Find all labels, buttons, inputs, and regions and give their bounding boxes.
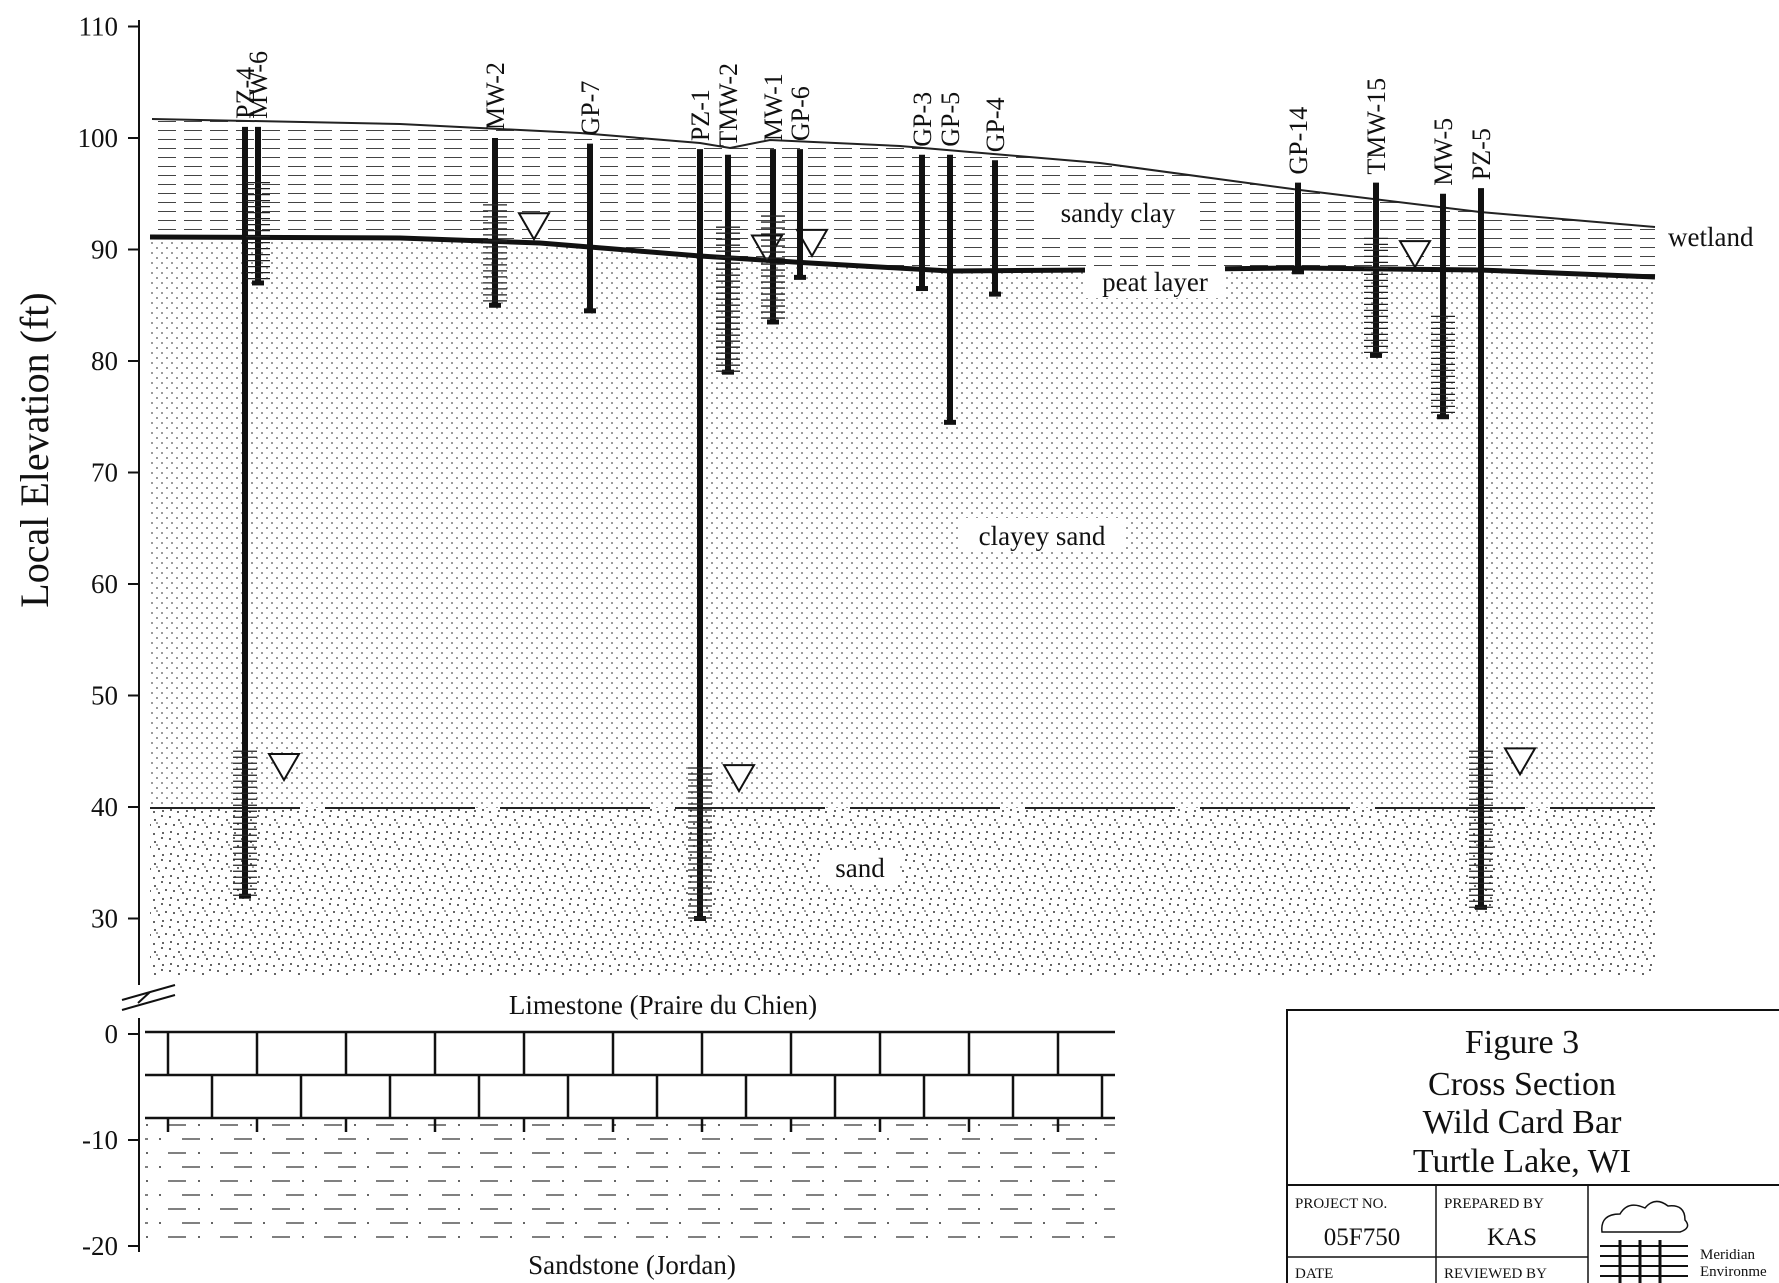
well-gp-4: GP-4: [981, 97, 1010, 297]
well-gp-7: GP-7: [576, 81, 605, 314]
sandy-clay-label: sandy clay: [1061, 198, 1176, 228]
title-block: Figure 3 Cross Section Wild Card Bar Tur…: [1286, 1009, 1779, 1283]
tick-label: 110: [79, 12, 119, 42]
project-no-label: PROJECT NO.: [1295, 1196, 1387, 1212]
lower-ticks: 0 -10 -20: [82, 1019, 139, 1261]
title-line-3: Wild Card Bar: [1423, 1104, 1622, 1141]
clayey-sand-unit: [150, 237, 1655, 808]
title-block-frame: [1286, 1009, 1779, 1283]
peat-label-bg: [1085, 266, 1225, 298]
well-label: PZ-5: [1467, 128, 1496, 180]
well-label: TMW-15: [1362, 78, 1391, 175]
company-name-line-1: Meridian: [1700, 1247, 1755, 1263]
water-level-icon: [267, 752, 301, 782]
sandy-clay-label-bg: [1040, 198, 1200, 230]
sand-unit: [150, 808, 1655, 975]
tick-label: 60: [91, 569, 118, 599]
clayey-sand-label: clayey sand: [979, 521, 1106, 551]
sandy-clay-unit: [150, 119, 1655, 277]
well-gp-6: GP-6: [786, 86, 815, 280]
well-mw-1: MW-1: [759, 73, 829, 325]
axis-break-icon: [121, 984, 176, 1011]
sandstone-label: Sandstone (Jordan): [528, 1250, 736, 1280]
well-label: MW-2: [481, 62, 510, 130]
well-label: GP-5: [936, 92, 965, 147]
date-label: DATE: [1295, 1266, 1333, 1282]
well-pz-4: PZ-4: [231, 67, 301, 899]
project-no-value: 05F750: [1324, 1224, 1400, 1251]
peat-layer-label: peat layer: [1102, 267, 1208, 297]
well-tmw-2: TMW-2: [714, 63, 784, 375]
upper-ticks: 110 100 90 80 70 60 50 40 30: [78, 12, 139, 934]
limestone-unit: [145, 1030, 1115, 1132]
well-label: PZ-4: [231, 67, 260, 119]
well-pz-5: PZ-5: [1467, 128, 1537, 910]
well-label: TMW-2: [714, 63, 743, 147]
ground-surface-line: [151, 118, 1656, 228]
well-gp-14: GP-14: [1284, 107, 1313, 275]
wetland-label: wetland: [1668, 222, 1754, 252]
sand-label-bg: [820, 850, 900, 884]
peat-layer-line: [149, 234, 1656, 280]
tick-label: 0: [105, 1019, 119, 1049]
well-label: MW-6: [244, 51, 273, 119]
y-axis-title: Local Elevation (ft): [12, 292, 57, 607]
tick-label: -10: [82, 1125, 118, 1155]
company-name-line-2: Environme: [1700, 1264, 1767, 1280]
well-gp-3: GP-3: [908, 92, 937, 292]
well-mw-5: MW-5: [1429, 118, 1458, 420]
well-label: GP-7: [576, 81, 605, 136]
bedrock: Limestone (Praire du Chien) Sandstone (J…: [145, 990, 1115, 1280]
tick-label: -20: [82, 1231, 118, 1261]
water-level-icon: [795, 228, 829, 258]
well-label: GP-14: [1284, 107, 1313, 175]
tick-label: 90: [91, 235, 118, 265]
tick-label: 30: [91, 904, 118, 934]
well-pz-1: PZ-1: [686, 89, 756, 921]
water-level-icon: [722, 764, 756, 794]
limestone-label: Limestone (Praire du Chien): [509, 990, 817, 1020]
prepared-by-label: PREPARED BY: [1444, 1196, 1544, 1212]
prepared-by-value: KAS: [1487, 1224, 1537, 1251]
well-gp-5: GP-5: [936, 92, 965, 425]
y-axis: Local Elevation (ft) 110 100 90 80 70 60 50 40 3…: [12, 12, 176, 1261]
well-label: GP-4: [981, 97, 1010, 152]
tick-label: 70: [91, 458, 118, 488]
strata: sandy clay peat layer clayey sand sand w…: [149, 118, 1754, 975]
sandstone-unit: [145, 1120, 1115, 1240]
water-level-icon: [1503, 747, 1537, 777]
title-line-4: Turtle Lake, WI: [1413, 1143, 1631, 1180]
well-label: GP-3: [908, 92, 937, 147]
title-line-2: Cross Section: [1428, 1066, 1616, 1103]
tick-label: 80: [91, 346, 118, 376]
sand-label: sand: [835, 853, 885, 883]
well-mw-6: MW-6: [244, 51, 273, 286]
tick-label: 40: [91, 792, 118, 822]
wells: PZ-4MW-6 MW-2 GP-7 PZ-1 TMW-2 MW-1GP-6 GP-3 GP-…: [231, 51, 1537, 921]
well-mw-2: MW-2: [481, 62, 551, 308]
water-level-icon: [517, 212, 551, 242]
reviewed-by-label: REVIEWED BY: [1444, 1266, 1547, 1282]
well-label: GP-6: [786, 86, 815, 141]
well-tmw-15: TMW-15: [1362, 78, 1432, 358]
company-logo-icon: [1600, 1200, 1689, 1283]
title-line-1: Figure 3: [1465, 1024, 1579, 1061]
well-label: PZ-1: [686, 89, 715, 141]
well-label: MW-5: [1429, 118, 1458, 186]
water-level-icon: [1398, 240, 1432, 270]
well-label: MW-1: [759, 73, 788, 141]
tick-label: 100: [78, 123, 119, 153]
tick-label: 50: [91, 681, 118, 711]
clayey-sand-label-bg: [960, 518, 1125, 552]
